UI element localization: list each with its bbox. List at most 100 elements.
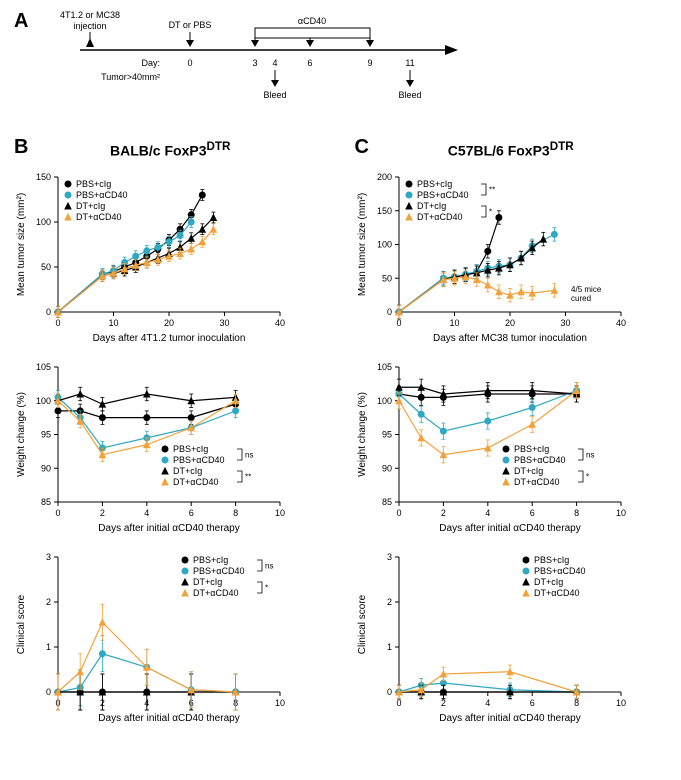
svg-text:0: 0 — [396, 318, 401, 328]
svg-text:6: 6 — [189, 508, 194, 518]
svg-text:*: * — [489, 207, 492, 216]
chart-c2: 0246810859095100105Days after initial αC… — [351, 357, 631, 537]
svg-text:105: 105 — [36, 362, 51, 372]
svg-text:1: 1 — [46, 642, 51, 652]
svg-text:DT+cIg: DT+cIg — [193, 577, 222, 587]
chart-b3: 02468100123Days after initial αCD40 ther… — [10, 547, 290, 727]
svg-text:9: 9 — [367, 58, 372, 68]
svg-text:Days after initial αCD40 thera: Days after initial αCD40 therapy — [439, 713, 580, 724]
svg-text:Days after initial αCD40 thera: Days after initial αCD40 therapy — [98, 523, 239, 534]
svg-text:30: 30 — [219, 318, 229, 328]
svg-text:50: 50 — [41, 262, 51, 272]
svg-text:30: 30 — [560, 318, 570, 328]
svg-text:4: 4 — [144, 508, 149, 518]
svg-text:20: 20 — [164, 318, 174, 328]
svg-text:Day:: Day: — [141, 58, 160, 68]
svg-text:Days after MC38 tumor inoculat: Days after MC38 tumor inoculation — [433, 333, 587, 344]
svg-text:105: 105 — [376, 362, 391, 372]
svg-text:*: * — [265, 583, 268, 592]
svg-text:DT+αCD40: DT+αCD40 — [173, 477, 218, 487]
svg-text:PBS+cIg: PBS+cIg — [193, 555, 228, 565]
svg-text:cured: cured — [571, 293, 591, 302]
svg-text:Clinical score: Clinical score — [16, 594, 27, 654]
svg-text:100: 100 — [36, 217, 51, 227]
svg-text:DT+cIg: DT+cIg — [76, 201, 105, 211]
svg-text:20: 20 — [504, 318, 514, 328]
svg-text:85: 85 — [381, 497, 391, 507]
svg-text:2: 2 — [100, 508, 105, 518]
svg-text:10: 10 — [108, 318, 118, 328]
svg-text:0: 0 — [187, 58, 192, 68]
svg-text:40: 40 — [615, 318, 625, 328]
svg-text:PBS+αCD40: PBS+αCD40 — [76, 190, 127, 200]
svg-text:150: 150 — [36, 172, 51, 182]
svg-text:100: 100 — [36, 395, 51, 405]
svg-text:90: 90 — [41, 463, 51, 473]
svg-text:DT+αCD40: DT+αCD40 — [76, 212, 121, 222]
svg-text:injection: injection — [73, 21, 106, 31]
svg-text:*: * — [586, 472, 589, 481]
svg-text:6: 6 — [529, 508, 534, 518]
svg-text:PBS+αCD40: PBS+αCD40 — [417, 190, 468, 200]
svg-text:DT or PBS: DT or PBS — [169, 20, 212, 30]
svg-text:150: 150 — [376, 205, 391, 215]
svg-text:4: 4 — [272, 58, 277, 68]
svg-text:PBS+αCD40: PBS+αCD40 — [534, 566, 585, 576]
svg-text:PBS+αCD40: PBS+αCD40 — [193, 566, 244, 576]
svg-text:Mean tumor size (mm²): Mean tumor size (mm²) — [357, 192, 368, 295]
svg-text:6: 6 — [529, 698, 534, 708]
svg-text:0: 0 — [386, 687, 391, 697]
svg-text:200: 200 — [376, 172, 391, 182]
svg-text:10: 10 — [615, 508, 625, 518]
panel-b-label: B — [14, 136, 28, 159]
svg-text:11: 11 — [405, 58, 414, 68]
svg-text:95: 95 — [41, 429, 51, 439]
panel-c-label: C — [355, 136, 369, 159]
svg-text:3: 3 — [252, 58, 257, 68]
svg-text:0: 0 — [55, 318, 60, 328]
svg-text:Days after 4T1.2 tumor inocula: Days after 4T1.2 tumor inoculation — [93, 333, 246, 344]
chart-c3: 02468100123Days after initial αCD40 ther… — [351, 547, 631, 727]
svg-text:100: 100 — [376, 395, 391, 405]
column-c-title: C57BL/6 FoxP3DTR — [351, 140, 672, 159]
svg-text:2: 2 — [440, 508, 445, 518]
svg-text:Weight change (%): Weight change (%) — [16, 392, 27, 477]
svg-text:ns: ns — [265, 561, 273, 570]
svg-text:0: 0 — [46, 307, 51, 317]
svg-text:Bleed: Bleed — [398, 90, 421, 100]
svg-text:Clinical score: Clinical score — [357, 594, 368, 654]
svg-text:10: 10 — [449, 318, 459, 328]
svg-text:Bleed: Bleed — [263, 90, 286, 100]
svg-text:Mean tumor size (mm²): Mean tumor size (mm²) — [16, 192, 27, 295]
svg-text:ns: ns — [586, 450, 594, 459]
svg-text:50: 50 — [381, 273, 391, 283]
svg-text:**: ** — [245, 472, 251, 481]
svg-text:DT+cIg: DT+cIg — [417, 201, 446, 211]
panel-a-label: A — [14, 10, 28, 33]
svg-text:8: 8 — [574, 508, 579, 518]
svg-text:0: 0 — [386, 307, 391, 317]
svg-text:PBS+αCD40: PBS+αCD40 — [514, 455, 565, 465]
svg-text:8: 8 — [233, 508, 238, 518]
svg-text:8: 8 — [574, 698, 579, 708]
svg-text:DT+cIg: DT+cIg — [534, 577, 563, 587]
svg-text:Weight change (%): Weight change (%) — [357, 392, 368, 477]
svg-text:**: ** — [489, 185, 495, 194]
svg-text:Tumor>40mm²: Tumor>40mm² — [101, 72, 160, 82]
svg-text:0: 0 — [55, 508, 60, 518]
svg-text:Days after initial αCD40 thera: Days after initial αCD40 therapy — [439, 523, 580, 534]
svg-text:DT+αCD40: DT+αCD40 — [534, 588, 579, 598]
svg-text:10: 10 — [275, 698, 285, 708]
svg-text:95: 95 — [381, 429, 391, 439]
svg-text:ns: ns — [245, 450, 253, 459]
svg-text:2: 2 — [386, 597, 391, 607]
chart-b2: 0246810859095100105Days after initial αC… — [10, 357, 290, 537]
svg-text:Days after initial αCD40 thera: Days after initial αCD40 therapy — [98, 713, 239, 724]
svg-text:DT+cIg: DT+cIg — [173, 466, 202, 476]
svg-text:0: 0 — [396, 698, 401, 708]
svg-text:PBS+cIg: PBS+cIg — [173, 444, 208, 454]
svg-text:10: 10 — [275, 508, 285, 518]
svg-text:4T1.2 or MC38: 4T1.2 or MC38 — [60, 10, 120, 20]
svg-text:DT+αCD40: DT+αCD40 — [417, 212, 462, 222]
svg-text:DT+cIg: DT+cIg — [514, 466, 543, 476]
